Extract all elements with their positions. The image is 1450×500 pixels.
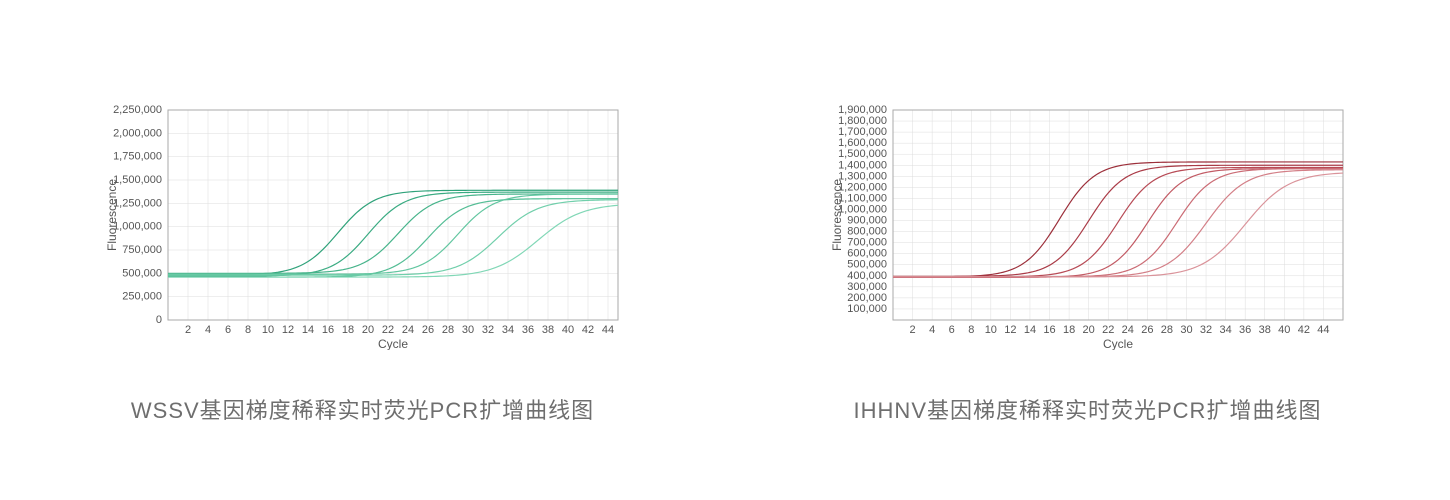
- svg-text:900,000: 900,000: [847, 215, 887, 227]
- svg-text:44: 44: [601, 324, 613, 336]
- svg-text:800,000: 800,000: [847, 226, 887, 238]
- svg-text:12: 12: [1004, 324, 1016, 336]
- caption-ihhnv: IHHNV基因梯度稀释实时荧光PCR扩增曲线图: [854, 393, 1322, 425]
- svg-text:24: 24: [401, 324, 413, 336]
- svg-text:750,000: 750,000: [122, 244, 162, 256]
- svg-text:100,000: 100,000: [847, 303, 887, 315]
- svg-text:600,000: 600,000: [847, 248, 887, 260]
- svg-text:42: 42: [1297, 324, 1309, 336]
- svg-text:200,000: 200,000: [847, 292, 887, 304]
- chart-wssv-wrap: 0 250,000 500,000 750,000 1,000,000 1,250,000…: [98, 100, 628, 355]
- svg-text:1,600,000: 1,600,000: [838, 137, 887, 149]
- svg-text:18: 18: [1062, 324, 1074, 336]
- svg-text:18: 18: [341, 324, 353, 336]
- svg-text:14: 14: [301, 324, 313, 336]
- svg-text:34: 34: [1219, 324, 1231, 336]
- svg-text:Fluorescence: Fluorescence: [830, 179, 844, 251]
- caption-wssv: WSSV基因梯度稀释实时荧光PCR扩增曲线图: [131, 393, 594, 425]
- svg-text:40: 40: [1278, 324, 1290, 336]
- svg-text:1,400,000: 1,400,000: [838, 159, 887, 171]
- svg-text:8: 8: [244, 324, 250, 336]
- svg-text:32: 32: [1199, 324, 1211, 336]
- svg-text:1,250,000: 1,250,000: [113, 197, 162, 209]
- chart-ihhnv-wrap: 100,000200,000300,000400,000500,000600,0…: [823, 100, 1353, 355]
- svg-text:1,300,000: 1,300,000: [838, 170, 887, 182]
- svg-text:14: 14: [1023, 324, 1035, 336]
- svg-text:Cycle: Cycle: [1102, 337, 1132, 350]
- svg-text:20: 20: [361, 324, 373, 336]
- svg-text:26: 26: [1141, 324, 1153, 336]
- container: 0 250,000 500,000 750,000 1,000,000 1,250,000…: [0, 0, 1450, 500]
- svg-text:32: 32: [481, 324, 493, 336]
- svg-text:38: 38: [1258, 324, 1270, 336]
- svg-text:1,750,000: 1,750,000: [113, 151, 162, 163]
- svg-text:Cycle: Cycle: [377, 337, 407, 350]
- svg-text:6: 6: [948, 324, 954, 336]
- svg-text:1,200,000: 1,200,000: [838, 181, 887, 193]
- svg-text:38: 38: [541, 324, 553, 336]
- svg-text:6: 6: [224, 324, 230, 336]
- svg-text:10: 10: [984, 324, 996, 336]
- svg-text:22: 22: [381, 324, 393, 336]
- svg-text:0: 0: [155, 314, 161, 326]
- svg-text:4: 4: [204, 324, 210, 336]
- svg-text:36: 36: [521, 324, 533, 336]
- svg-text:28: 28: [441, 324, 453, 336]
- svg-text:2,000,000: 2,000,000: [113, 127, 162, 139]
- svg-text:28: 28: [1160, 324, 1172, 336]
- svg-text:2: 2: [909, 324, 915, 336]
- svg-text:500,000: 500,000: [122, 267, 162, 279]
- svg-text:300,000: 300,000: [847, 281, 887, 293]
- svg-text:10: 10: [261, 324, 273, 336]
- svg-text:44: 44: [1317, 324, 1329, 336]
- svg-text:250,000: 250,000: [122, 291, 162, 303]
- svg-text:1,000,000: 1,000,000: [838, 203, 887, 215]
- chart-wssv: 0 250,000 500,000 750,000 1,000,000 1,250,000…: [98, 100, 628, 350]
- svg-text:1,500,000: 1,500,000: [113, 174, 162, 186]
- svg-text:2,250,000: 2,250,000: [113, 104, 162, 116]
- svg-text:1,800,000: 1,800,000: [838, 115, 887, 127]
- svg-text:40: 40: [561, 324, 573, 336]
- svg-text:2: 2: [184, 324, 190, 336]
- svg-text:1,000,000: 1,000,000: [113, 221, 162, 233]
- svg-text:Fluorescence: Fluorescence: [105, 179, 119, 251]
- svg-text:30: 30: [1180, 324, 1192, 336]
- panel-wssv: 0 250,000 500,000 750,000 1,000,000 1,250,000…: [0, 0, 725, 500]
- svg-text:1,700,000: 1,700,000: [838, 126, 887, 138]
- svg-text:16: 16: [1043, 324, 1055, 336]
- svg-text:8: 8: [968, 324, 974, 336]
- svg-text:30: 30: [461, 324, 473, 336]
- svg-text:1,500,000: 1,500,000: [838, 148, 887, 160]
- svg-text:22: 22: [1102, 324, 1114, 336]
- svg-text:24: 24: [1121, 324, 1133, 336]
- svg-text:700,000: 700,000: [847, 237, 887, 249]
- svg-text:400,000: 400,000: [847, 270, 887, 282]
- panel-ihhnv: 100,000200,000300,000400,000500,000600,0…: [725, 0, 1450, 500]
- svg-text:20: 20: [1082, 324, 1094, 336]
- svg-text:26: 26: [421, 324, 433, 336]
- svg-text:4: 4: [929, 324, 935, 336]
- svg-text:12: 12: [281, 324, 293, 336]
- svg-text:1,900,000: 1,900,000: [838, 104, 887, 116]
- chart-ihhnv: 100,000200,000300,000400,000500,000600,0…: [823, 100, 1353, 350]
- svg-text:1,100,000: 1,100,000: [838, 192, 887, 204]
- svg-text:16: 16: [321, 324, 333, 336]
- svg-text:36: 36: [1239, 324, 1251, 336]
- svg-text:500,000: 500,000: [847, 259, 887, 271]
- svg-text:42: 42: [581, 324, 593, 336]
- svg-text:34: 34: [501, 324, 513, 336]
